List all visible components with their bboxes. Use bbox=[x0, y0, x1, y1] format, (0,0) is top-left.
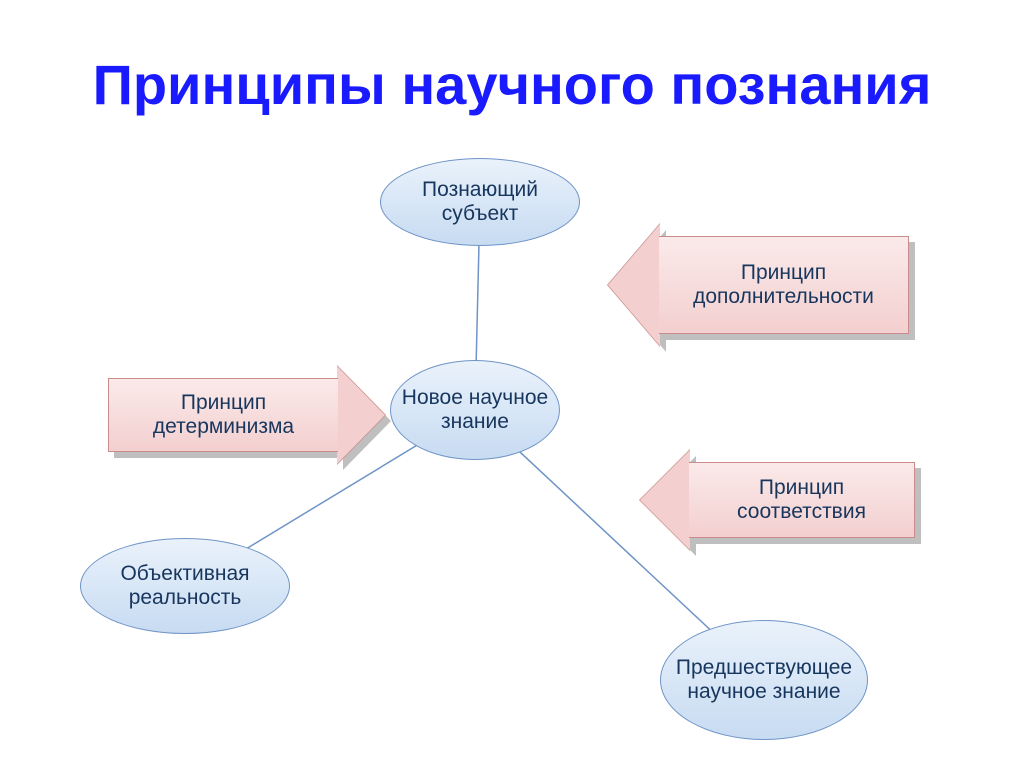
diagram-stage: Принципы научного познания Познающий суб… bbox=[0, 0, 1024, 768]
ellipse-label: Предшествующее научное знание bbox=[661, 652, 867, 708]
ellipse-reality: Объективная реальность bbox=[80, 538, 290, 634]
arrow-label: Принцип дополнительности bbox=[659, 259, 908, 311]
ellipse-label: Новое научное знание bbox=[391, 382, 559, 438]
ellipse-label: Познающий субъект bbox=[381, 174, 579, 230]
arrow-label: Принцип соответствия bbox=[689, 474, 914, 526]
arrow-complementarity: Принцип дополнительности bbox=[608, 224, 910, 346]
arrow-correspondence: Принцип соответствия bbox=[640, 450, 916, 550]
ellipse-label: Объективная реальность bbox=[81, 558, 289, 614]
arrow-label: Принцип детерминизма bbox=[109, 389, 338, 441]
ellipse-subject: Познающий субъект bbox=[380, 158, 580, 246]
page-title: Принципы научного познания bbox=[0, 56, 1024, 115]
arrow-determinism: Принцип детерминизма bbox=[108, 366, 386, 464]
ellipse-center: Новое научное знание bbox=[390, 360, 560, 460]
ellipse-previous: Предшествующее научное знание bbox=[660, 620, 868, 740]
